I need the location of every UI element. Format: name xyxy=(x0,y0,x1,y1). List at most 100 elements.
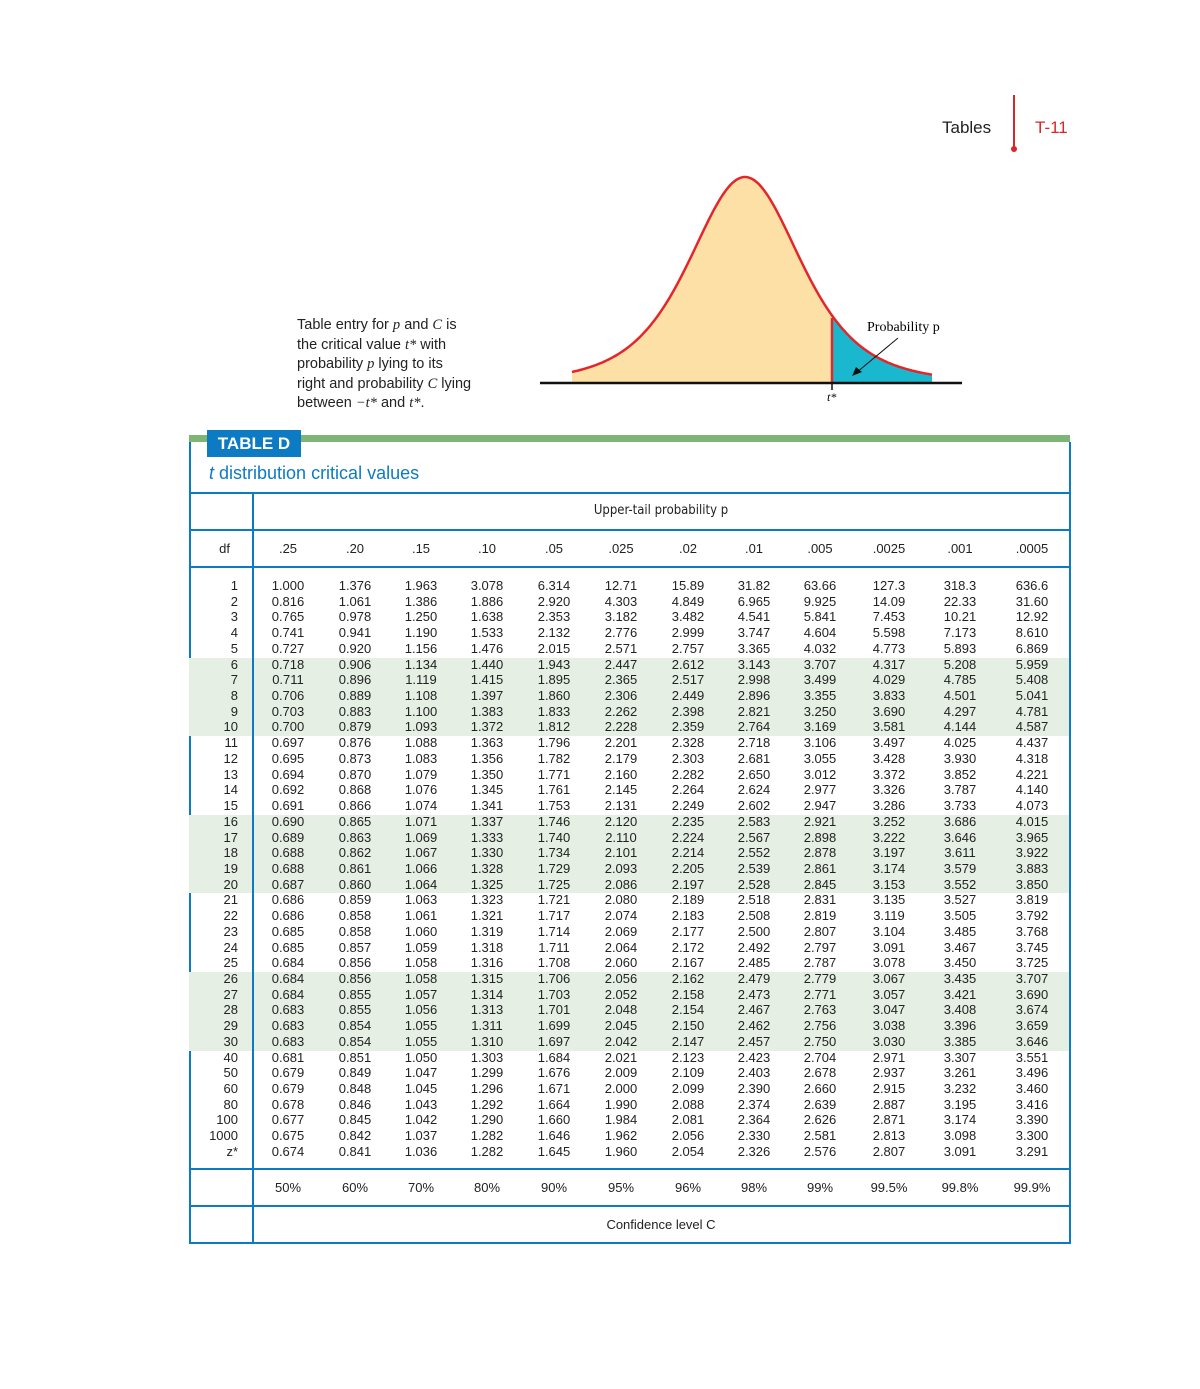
table-cell: 2.088 xyxy=(671,1096,705,1112)
row-band xyxy=(189,814,1069,894)
table-cell: 2.921 xyxy=(803,813,837,829)
table-cell: 0.675 xyxy=(271,1128,305,1144)
table-cell: 0.683 xyxy=(271,1002,305,1018)
table-cell: 3.646 xyxy=(1015,1033,1049,1049)
table-cell: 1.729 xyxy=(537,860,571,876)
confidence-cell: 70% xyxy=(407,1180,435,1195)
table-cell: 2.576 xyxy=(803,1143,837,1159)
table-cell: 12.71 xyxy=(604,578,638,593)
confidence-cell: 95% xyxy=(607,1180,635,1195)
table-cell: 2.457 xyxy=(737,1033,771,1049)
table-cell: 2.861 xyxy=(803,860,837,876)
table-cell: 15.89 xyxy=(671,578,705,593)
table-cell: 2.581 xyxy=(803,1128,837,1144)
table-cell: 2.150 xyxy=(671,1018,705,1034)
table-cell: 1.323 xyxy=(470,892,504,908)
table-cell: 0.688 xyxy=(271,845,305,861)
table-cell: 5.598 xyxy=(872,625,906,641)
column-header: .001 xyxy=(947,541,973,556)
table-cell: 2.539 xyxy=(737,860,771,876)
table-cell: 1.646 xyxy=(537,1128,571,1144)
table-cell: 2.056 xyxy=(671,1128,705,1144)
table-cell: 3.733 xyxy=(943,798,977,814)
table-cell: 2.398 xyxy=(671,703,705,719)
table-cell: 2.080 xyxy=(604,892,638,908)
t-distribution-figure: Probability p t* xyxy=(540,175,962,404)
table-cell: 2.042 xyxy=(604,1033,638,1049)
table-cell: 3.485 xyxy=(943,923,977,939)
table-cell: 3.460 xyxy=(1015,1081,1049,1097)
table-cell: 0.868 xyxy=(338,782,372,798)
table-cell: 0.684 xyxy=(271,955,305,971)
table-cell: 2.704 xyxy=(803,1049,837,1065)
table-cell: 3.686 xyxy=(943,813,977,829)
df-cell: 28 xyxy=(223,1002,238,1018)
table-cell: 3.792 xyxy=(1015,908,1049,924)
df-cell: 6 xyxy=(230,656,238,672)
table-cell: 3.222 xyxy=(872,829,906,845)
table-cell: 0.689 xyxy=(271,829,305,845)
table-cell: 3.390 xyxy=(1015,1112,1049,1128)
table-cell: 2.177 xyxy=(671,923,705,939)
table-cell: 1.067 xyxy=(404,845,438,861)
table-cell: 1.059 xyxy=(404,939,438,955)
table-cell: 2.678 xyxy=(803,1065,837,1081)
table-cell: 0.883 xyxy=(338,703,372,719)
table-cell: 3.174 xyxy=(943,1112,977,1128)
table-cell: 4.144 xyxy=(943,719,977,735)
df-cell: 27 xyxy=(223,986,238,1002)
table-cell: 2.048 xyxy=(604,1002,638,1018)
table-cell: 2.473 xyxy=(737,986,771,1002)
table-cell: 2.131 xyxy=(604,798,638,814)
table-cell: 0.679 xyxy=(271,1065,305,1081)
table-cell: 3.182 xyxy=(604,609,638,625)
table-cell: 2.224 xyxy=(671,829,705,845)
table-cell: 1.156 xyxy=(404,640,438,656)
table-cell: 1.721 xyxy=(537,892,571,908)
table-cell: 0.765 xyxy=(271,609,305,625)
df-cell: 60 xyxy=(223,1081,238,1097)
tstar-label: t* xyxy=(827,390,836,404)
table-cell: 1.321 xyxy=(470,908,504,924)
table-cell: 2.183 xyxy=(671,908,705,924)
table-cell: 3.482 xyxy=(671,609,705,625)
table-cell: 3.421 xyxy=(943,986,977,1002)
table-cell: 2.602 xyxy=(737,798,771,814)
table-cell: 3.067 xyxy=(872,971,906,986)
table-cell: 1.313 xyxy=(470,1002,504,1018)
table-cell: 2.045 xyxy=(604,1018,638,1034)
table-cell: 1.699 xyxy=(537,1018,571,1034)
table-cell: 3.143 xyxy=(737,656,771,672)
table-cell: 3.435 xyxy=(943,971,977,986)
table-cell: 0.846 xyxy=(338,1096,372,1112)
table-cell: 3.396 xyxy=(943,1018,977,1034)
table-cell: 3.416 xyxy=(1015,1096,1049,1112)
table-cell: 3.135 xyxy=(872,892,906,908)
table-cell: 3.527 xyxy=(943,892,977,908)
table-cell: 0.683 xyxy=(271,1033,305,1049)
df-cell: 50 xyxy=(223,1065,238,1081)
table-cell: 1.066 xyxy=(404,860,438,876)
df-cell: 14 xyxy=(223,782,238,798)
table-cell: 1.330 xyxy=(470,845,504,861)
table-cell: 3.119 xyxy=(873,908,905,924)
table-cell: 2.776 xyxy=(604,625,638,641)
table-cell: 4.029 xyxy=(872,672,906,688)
table-cell: 1.363 xyxy=(470,735,504,751)
table-cell: 6.965 xyxy=(737,593,771,609)
table-cell: 4.317 xyxy=(872,656,906,672)
table-cell: 0.855 xyxy=(338,986,372,1002)
table-cell: 0.857 xyxy=(338,939,372,955)
table-cell: 2.056 xyxy=(604,971,638,986)
table-cell: 0.684 xyxy=(271,986,305,1002)
table-cell: 3.674 xyxy=(1015,1002,1049,1018)
table-cell: 2.328 xyxy=(671,735,705,751)
table-cell: 1.333 xyxy=(470,829,504,845)
df-cell: 1000 xyxy=(209,1128,238,1144)
table-cell: 1.292 xyxy=(470,1096,504,1112)
table-cell: 3.725 xyxy=(1015,955,1049,971)
table-cell: 2.364 xyxy=(737,1112,771,1128)
df-cell: 26 xyxy=(223,971,238,986)
table-cell: 1.376 xyxy=(338,578,372,593)
column-header: .15 xyxy=(411,541,431,556)
